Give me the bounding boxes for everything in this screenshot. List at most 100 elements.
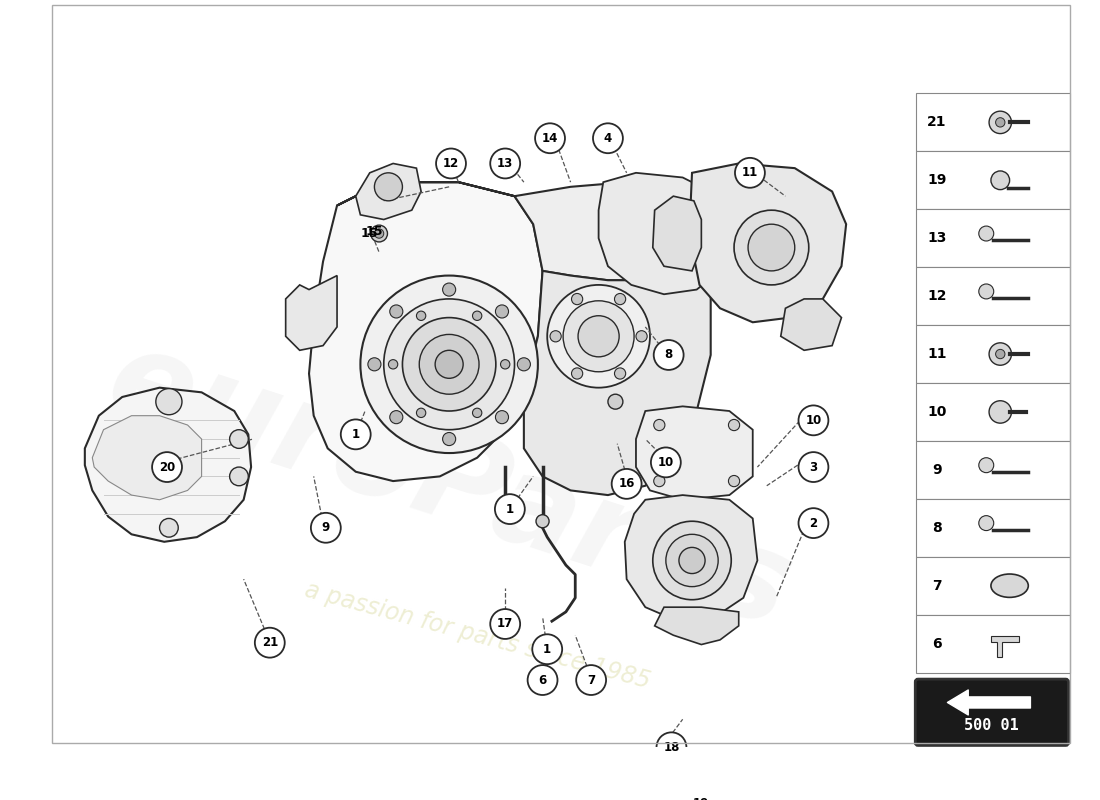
Text: 21: 21 xyxy=(927,115,946,130)
Text: 8: 8 xyxy=(932,521,942,534)
FancyBboxPatch shape xyxy=(916,94,1070,151)
Ellipse shape xyxy=(991,574,1028,598)
Circle shape xyxy=(728,475,739,486)
Circle shape xyxy=(495,494,525,524)
Circle shape xyxy=(735,158,764,188)
Circle shape xyxy=(517,358,530,371)
Circle shape xyxy=(528,665,558,695)
Circle shape xyxy=(442,283,455,296)
Text: 20: 20 xyxy=(158,461,175,474)
Circle shape xyxy=(615,294,626,305)
Circle shape xyxy=(311,513,341,542)
FancyBboxPatch shape xyxy=(916,614,1070,673)
Polygon shape xyxy=(690,163,846,322)
Circle shape xyxy=(371,225,387,242)
FancyBboxPatch shape xyxy=(916,325,1070,383)
Circle shape xyxy=(388,360,398,369)
Circle shape xyxy=(989,401,1012,423)
Text: 19: 19 xyxy=(693,797,710,800)
Polygon shape xyxy=(652,196,702,271)
Text: 2: 2 xyxy=(810,517,817,530)
Text: 14: 14 xyxy=(542,132,558,145)
Circle shape xyxy=(572,368,583,379)
Circle shape xyxy=(979,226,993,241)
Text: 12: 12 xyxy=(443,157,459,170)
Circle shape xyxy=(996,118,1005,127)
Text: 1: 1 xyxy=(352,428,360,441)
Circle shape xyxy=(734,210,808,285)
Circle shape xyxy=(572,294,583,305)
Circle shape xyxy=(495,305,508,318)
Circle shape xyxy=(636,330,647,342)
Circle shape xyxy=(608,394,623,409)
Polygon shape xyxy=(598,173,729,294)
FancyBboxPatch shape xyxy=(916,210,1070,267)
Text: 1: 1 xyxy=(543,642,551,656)
Circle shape xyxy=(442,433,455,446)
Circle shape xyxy=(799,406,828,435)
Text: 9: 9 xyxy=(932,463,942,477)
Circle shape xyxy=(495,410,508,424)
Circle shape xyxy=(497,505,513,519)
Circle shape xyxy=(500,360,510,369)
Circle shape xyxy=(160,518,178,537)
FancyArrowPatch shape xyxy=(947,690,1031,715)
Circle shape xyxy=(473,311,482,321)
Text: 17: 17 xyxy=(497,618,514,630)
Text: 500 01: 500 01 xyxy=(965,718,1020,734)
Text: 6: 6 xyxy=(538,674,547,686)
Circle shape xyxy=(536,514,549,528)
Text: 13: 13 xyxy=(927,231,946,246)
Polygon shape xyxy=(85,388,251,542)
Circle shape xyxy=(389,410,403,424)
Circle shape xyxy=(989,343,1012,366)
Text: 7: 7 xyxy=(932,578,942,593)
FancyBboxPatch shape xyxy=(916,267,1070,325)
Circle shape xyxy=(156,389,182,414)
Text: 15: 15 xyxy=(365,225,383,238)
Polygon shape xyxy=(524,247,711,495)
Circle shape xyxy=(652,522,732,600)
Circle shape xyxy=(653,419,664,430)
Text: 15: 15 xyxy=(361,227,378,240)
FancyBboxPatch shape xyxy=(916,499,1070,557)
Circle shape xyxy=(374,173,403,201)
Circle shape xyxy=(651,447,681,478)
Circle shape xyxy=(799,452,828,482)
Circle shape xyxy=(593,123,623,153)
Circle shape xyxy=(612,469,641,499)
Polygon shape xyxy=(991,636,1019,657)
Polygon shape xyxy=(286,275,337,350)
FancyBboxPatch shape xyxy=(916,441,1070,499)
Polygon shape xyxy=(636,406,752,500)
Circle shape xyxy=(563,301,634,372)
Text: 4: 4 xyxy=(604,132,612,145)
Circle shape xyxy=(361,275,538,453)
Text: 18: 18 xyxy=(663,741,680,754)
Text: 13: 13 xyxy=(497,157,514,170)
Text: 7: 7 xyxy=(587,674,595,686)
Circle shape xyxy=(578,316,619,357)
Circle shape xyxy=(748,224,795,271)
Circle shape xyxy=(547,285,650,388)
Polygon shape xyxy=(337,182,702,280)
Text: 16: 16 xyxy=(618,478,635,490)
Text: 10: 10 xyxy=(927,405,946,419)
Text: 12: 12 xyxy=(927,289,946,303)
Text: 10: 10 xyxy=(658,456,674,469)
Circle shape xyxy=(615,368,626,379)
Text: 11: 11 xyxy=(927,347,946,361)
Polygon shape xyxy=(654,607,739,645)
Polygon shape xyxy=(92,416,201,500)
Circle shape xyxy=(230,467,249,486)
Circle shape xyxy=(996,350,1005,358)
Circle shape xyxy=(384,299,515,430)
Circle shape xyxy=(799,508,828,538)
Circle shape xyxy=(679,547,705,574)
Circle shape xyxy=(686,789,716,800)
Circle shape xyxy=(991,171,1010,190)
Polygon shape xyxy=(625,495,758,621)
Circle shape xyxy=(436,350,463,378)
Circle shape xyxy=(419,334,478,394)
FancyBboxPatch shape xyxy=(916,383,1070,441)
